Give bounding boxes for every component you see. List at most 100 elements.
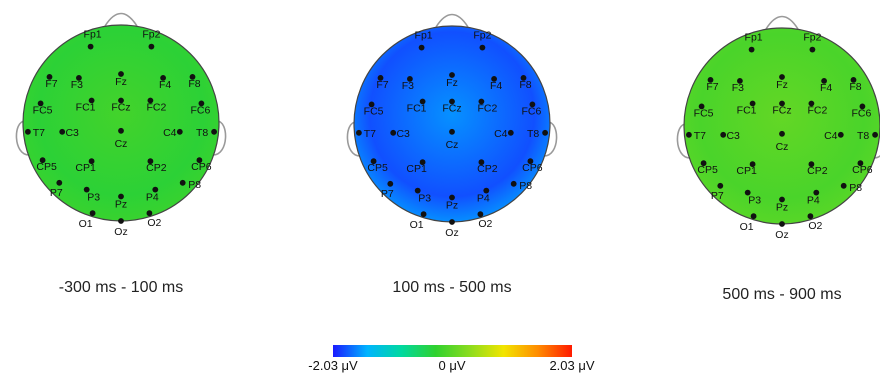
electrode-dot-f8 [520,75,527,81]
electrode-dot-o2 [807,213,814,220]
electrode-dot-c4 [176,128,183,135]
electrode-dot-cp6 [857,160,864,167]
electrode-label-cz: Cz [776,141,789,153]
electrode-label-p8: P8 [849,182,862,194]
electrode-dot-f8 [850,77,857,83]
electrode-dot-p3 [744,189,751,196]
electrode-label-fc1: FC1 [76,102,96,114]
electrode-dot-c3 [59,128,66,135]
electrode-label-fc2: FC2 [477,103,497,115]
electrode-label-c4: C4 [163,127,177,139]
electrode-label-pz: Pz [776,202,788,214]
electrode-dot-cp6 [527,158,534,165]
electrode-label-p8: P8 [188,179,201,191]
electrode-dot-f8 [189,74,196,80]
electrode-label-fc6: FC6 [190,104,210,116]
electrode-dot-pz [779,196,785,203]
electrode-dot-f3 [407,76,413,82]
electrode-label-fc2: FC2 [146,102,166,114]
electrode-label-cp5: CP5 [367,162,388,174]
electrode-label-o2: O2 [808,220,822,232]
time-window-caption: 100 ms - 500 ms [392,279,511,296]
electrode-label-cp1: CP1 [406,163,427,175]
electrode-dot-p7 [56,179,63,186]
electrode-label-fp2: Fp2 [142,29,160,41]
electrode-label-fc1: FC1 [737,105,757,117]
electrode-dot-cp6 [196,157,203,164]
electrode-label-f7: F7 [376,79,388,91]
electrode-dot-fc1 [419,98,426,105]
electrode-label-f8: F8 [849,81,861,93]
electrode-label-o2: O2 [147,217,161,229]
electrode-label-p8: P8 [519,180,532,192]
electrode-dot-c4 [507,129,514,136]
electrode-dot-fc6 [529,101,536,108]
electrode-dot-p8 [179,179,186,186]
electrode-dot-p8 [510,180,517,187]
electrode-dot-t8 [211,128,218,135]
electrode-dot-f3 [76,75,82,81]
electrode-label-f3: F3 [732,82,744,94]
electrode-dot-t8 [872,131,878,138]
electrode-label-cz: Cz [115,138,128,150]
electrode-dot-o2 [146,210,153,217]
electrode-label-fc6: FC6 [521,105,541,117]
electrode-dot-c4 [837,131,844,138]
electrode-dot-fz [779,74,785,80]
electrode-dot-p8 [840,182,847,189]
electrode-label-cp6: CP6 [191,161,212,173]
electrode-dot-fz [118,71,124,77]
electrode-label-fcz: FCz [442,103,461,115]
electrode-dot-p4 [483,187,490,194]
colorbar-mid-label: 0 μV [438,358,465,373]
electrode-label-t7: T7 [694,130,706,142]
electrode-dot-cp5 [39,157,46,164]
electrode-dot-o1 [750,213,757,220]
electrode-label-f4: F4 [490,80,502,92]
electrode-dot-fp2 [809,46,816,53]
electrode-label-oz: Oz [114,226,127,238]
electrode-dot-fc5 [368,101,375,108]
electrode-label-fc5: FC5 [33,104,53,116]
electrode-label-fc2: FC2 [807,105,827,117]
colorbar: -2.03 μV 0 μV 2.03 μV [308,345,595,373]
electrode-label-fc1: FC1 [407,103,427,115]
electrode-label-fcz: FCz [772,105,791,117]
electrode-dot-t7 [686,131,692,138]
electrode-dot-fp1 [418,44,425,51]
nose-outline [104,12,138,27]
electrode-label-cp6: CP6 [852,164,873,176]
electrode-dot-fc6 [859,103,866,110]
electrode-label-f7: F7 [45,78,57,90]
electrode-label-o2: O2 [478,218,492,230]
electrode-dot-o2 [477,211,484,218]
colorbar-max-label: 2.03 μV [549,358,594,373]
electrode-dot-cz [779,130,785,137]
electrode-label-fc5: FC5 [694,107,714,119]
electrode-dot-fc2 [808,100,815,107]
electrode-label-t8: T8 [196,127,208,139]
electrode-label-fp2: Fp2 [473,30,491,42]
electrode-dot-fp1 [748,46,755,53]
electrode-label-cp5: CP5 [697,164,718,176]
electrode-dot-pz [118,193,124,200]
topomap-2: Fp1 Fp2 F7 F3 Fz F4 F8 FC5 FC1 FCz FC2 FC6 T7 C3 Cz C4 T… [346,13,558,296]
electrode-label-f7: F7 [706,81,718,93]
electrode-dot-o1 [420,211,427,218]
electrode-dot-fc1 [88,97,95,104]
electrode-label-f4: F4 [159,79,171,91]
electrode-label-o1: O1 [79,218,93,230]
electrode-label-o1: O1 [410,219,424,231]
electrode-dot-cp5 [700,160,707,167]
electrode-label-c4: C4 [494,128,508,140]
electrode-dot-f7 [377,75,384,81]
electrode-dot-fp2 [148,43,155,50]
topomap-3: Fp1 Fp2 F7 F3 Fz F4 F8 FC5 FC1 FCz FC2 FC6 T7 C3 Cz C4 T… [676,15,880,303]
electrode-dot-cp5 [370,158,377,165]
electrode-label-p7: P7 [50,187,63,199]
electrode-label-f3: F3 [402,80,414,92]
electrode-dot-f4 [160,75,167,81]
topomap-group: Fp1 Fp2 F7 F3 Fz F4 F8 FC5 FC1 FCz FC2 FC6 T7 C3 Cz C4 T… [15,12,880,303]
electrode-label-p7: P7 [381,188,394,200]
